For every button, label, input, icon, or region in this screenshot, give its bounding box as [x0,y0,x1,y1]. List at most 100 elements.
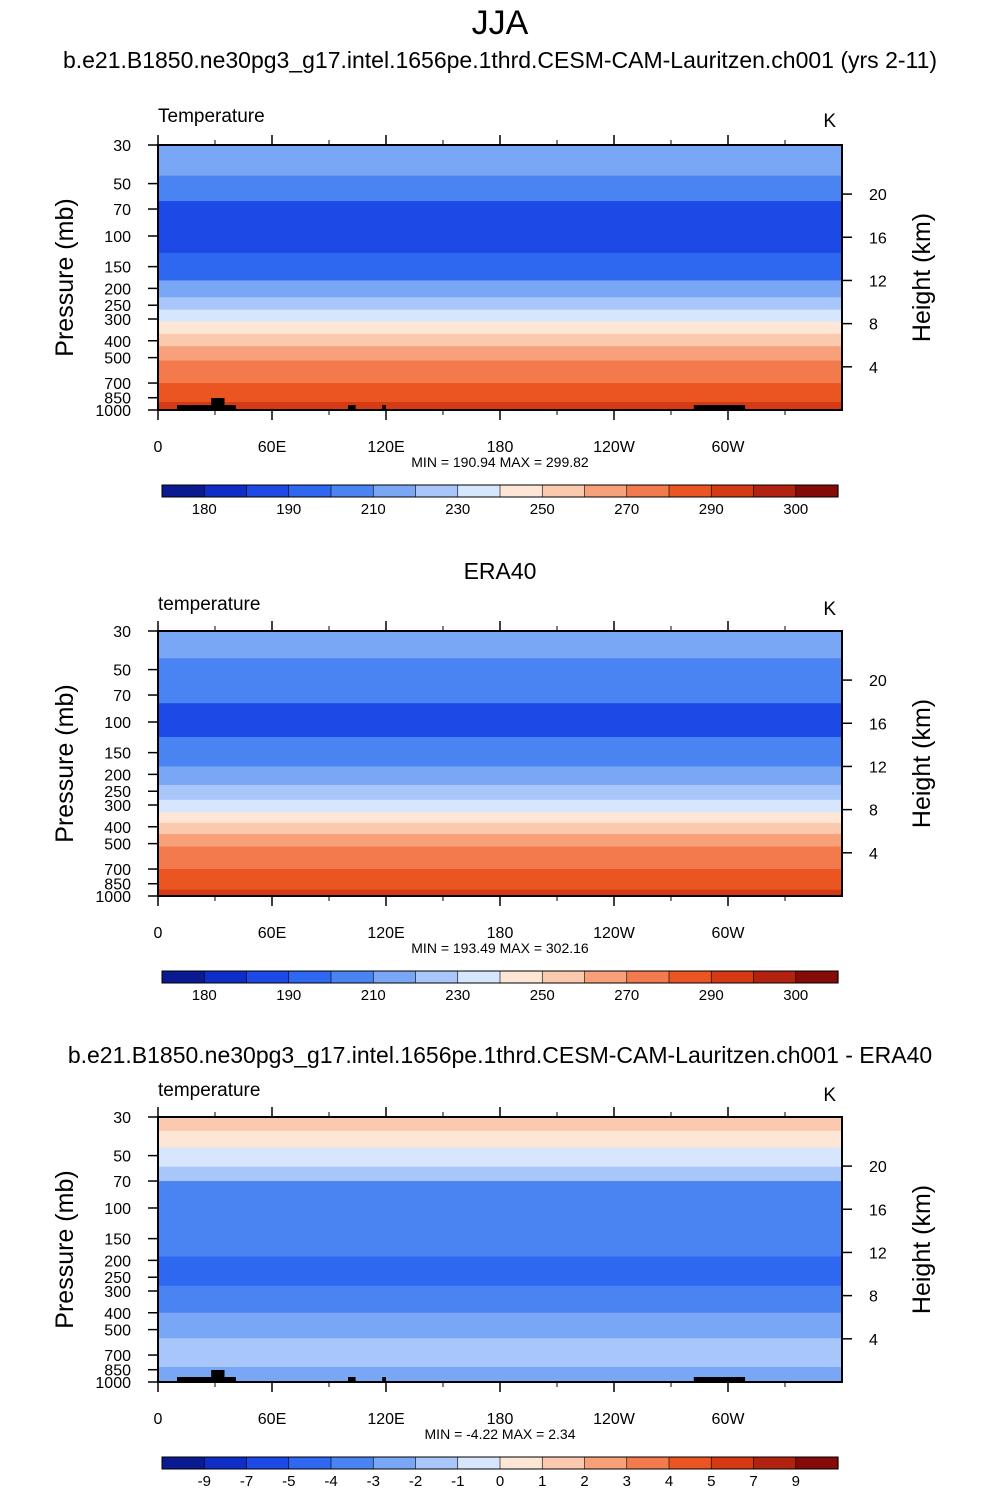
x-tick-label: 60E [258,1411,286,1428]
x-tick-label: 120W [593,1411,636,1428]
contour-band [158,201,842,254]
x-tick-label: 180 [487,1411,514,1428]
y-axis-title: Pressure (mb) [51,1170,79,1328]
y-tick-label: 300 [104,312,131,329]
y-axis-title-right: Height (km) [908,1185,936,1314]
colorbar-swatch [541,970,586,984]
colorbar-label: 230 [445,501,470,518]
colorbar-label: 1 [538,1473,546,1490]
colorbar-swatch [415,484,459,498]
colorbar-label: 190 [276,987,301,1004]
min-max-label: MIN = 190.94 MAX = 299.82 [411,454,589,470]
figure-title: JJA [472,4,529,42]
contour-band [158,1338,842,1368]
x-tick-label: 120E [367,1411,404,1428]
colorbar-swatch [330,484,374,498]
y-tick-label: 30 [113,138,131,155]
height-tick-label: 8 [869,317,878,334]
colorbar-label: -5 [282,1473,295,1490]
colorbar-label: 300 [783,987,808,1004]
height-tick-label: 20 [869,187,887,204]
colorbar-swatch [795,484,839,498]
contour-band [158,297,842,311]
topography-block [382,1377,386,1382]
colorbar-frame [161,1456,839,1470]
panel-title: b.e21.B1850.ne30pg3_g17.intel.1656pe.1th… [63,47,937,73]
colorbar-label: -4 [324,1473,337,1490]
colorbar-label: -1 [451,1473,464,1490]
x-tick-label: 0 [154,439,163,456]
colorbar-swatch [710,484,755,498]
y-tick-label: 70 [113,202,131,219]
colorbar-swatch [288,1456,332,1470]
x-tick-label: 0 [154,925,163,942]
topography-block [693,405,746,410]
colorbar-swatch [541,1456,586,1470]
colorbar-swatch [668,970,712,984]
colorbar-swatch [668,1456,712,1470]
y-tick-label: 200 [104,281,131,298]
colorbar-label: 250 [530,987,555,1004]
y-tick-label: 70 [113,688,131,705]
colorbar-swatch [246,1456,290,1470]
y-tick-label: 700 [104,1348,131,1365]
x-tick-label: 120E [367,439,404,456]
topography-block [211,1370,225,1382]
contour-band [158,737,842,767]
y-tick-label: 250 [104,298,131,315]
y-tick-label: 30 [113,1110,131,1127]
contour-band [158,799,842,813]
y-tick-label: 250 [104,784,131,801]
variable-label: temperature [158,594,260,615]
colorbar-swatch [626,970,670,984]
colorbar-label: 230 [445,987,470,1004]
colorbar-label: -9 [198,1473,211,1490]
topography-block [177,405,236,410]
variable-label: Temperature [158,106,265,127]
colorbar-swatch [161,1456,205,1470]
y-tick-label: 50 [113,663,131,680]
y-axis-title-right: Height (km) [908,699,936,828]
height-tick-label: 16 [869,230,887,247]
contour-band [158,309,842,322]
contour-band [158,1181,842,1257]
height-tick-label: 4 [869,1332,878,1349]
x-tick-label: 120E [367,925,404,942]
x-tick-label: 0 [154,1411,163,1428]
height-tick-label: 20 [869,1159,887,1176]
colorbar-label: 180 [192,501,217,518]
contour-band [158,383,842,403]
contour-band [158,812,842,824]
colorbar-label: 250 [530,501,555,518]
colorbar-label: 4 [665,1473,673,1490]
colorbar-label: -3 [367,1473,380,1490]
y-tick-label: 30 [113,624,131,641]
y-tick-label: 850 [104,391,131,408]
contour-band [158,658,842,704]
y-tick-label: 300 [104,798,131,815]
contour-band [158,1130,842,1149]
y-tick-label: 850 [104,877,131,894]
topography-block [693,1377,746,1382]
colorbar-swatch [668,484,712,498]
colorbar-swatch [246,484,290,498]
panel-title: b.e21.B1850.ne30pg3_g17.intel.1656pe.1th… [68,1042,932,1068]
x-tick-label: 120W [593,439,636,456]
colorbar-swatch [203,484,248,498]
colorbar-swatch [203,970,248,984]
contour-band [158,1166,842,1182]
contour-band [158,822,842,835]
colorbar-swatch [584,484,628,498]
y-axis-title-right: Height (km) [908,213,936,342]
y-tick-label: 70 [113,1174,131,1191]
contour-band [158,145,842,177]
height-tick-label: 8 [869,803,878,820]
colorbar-label: 3 [623,1473,631,1490]
contour-band [158,360,842,384]
y-tick-label: 150 [104,260,131,277]
panel-1: b.e21.B1850.ne30pg3_g17.intel.1656pe.1th… [51,47,937,518]
contour-band [158,280,842,298]
colorbar-label: 2 [580,1473,588,1490]
colorbar-label: 290 [699,987,724,1004]
colorbar-swatch [753,970,797,984]
